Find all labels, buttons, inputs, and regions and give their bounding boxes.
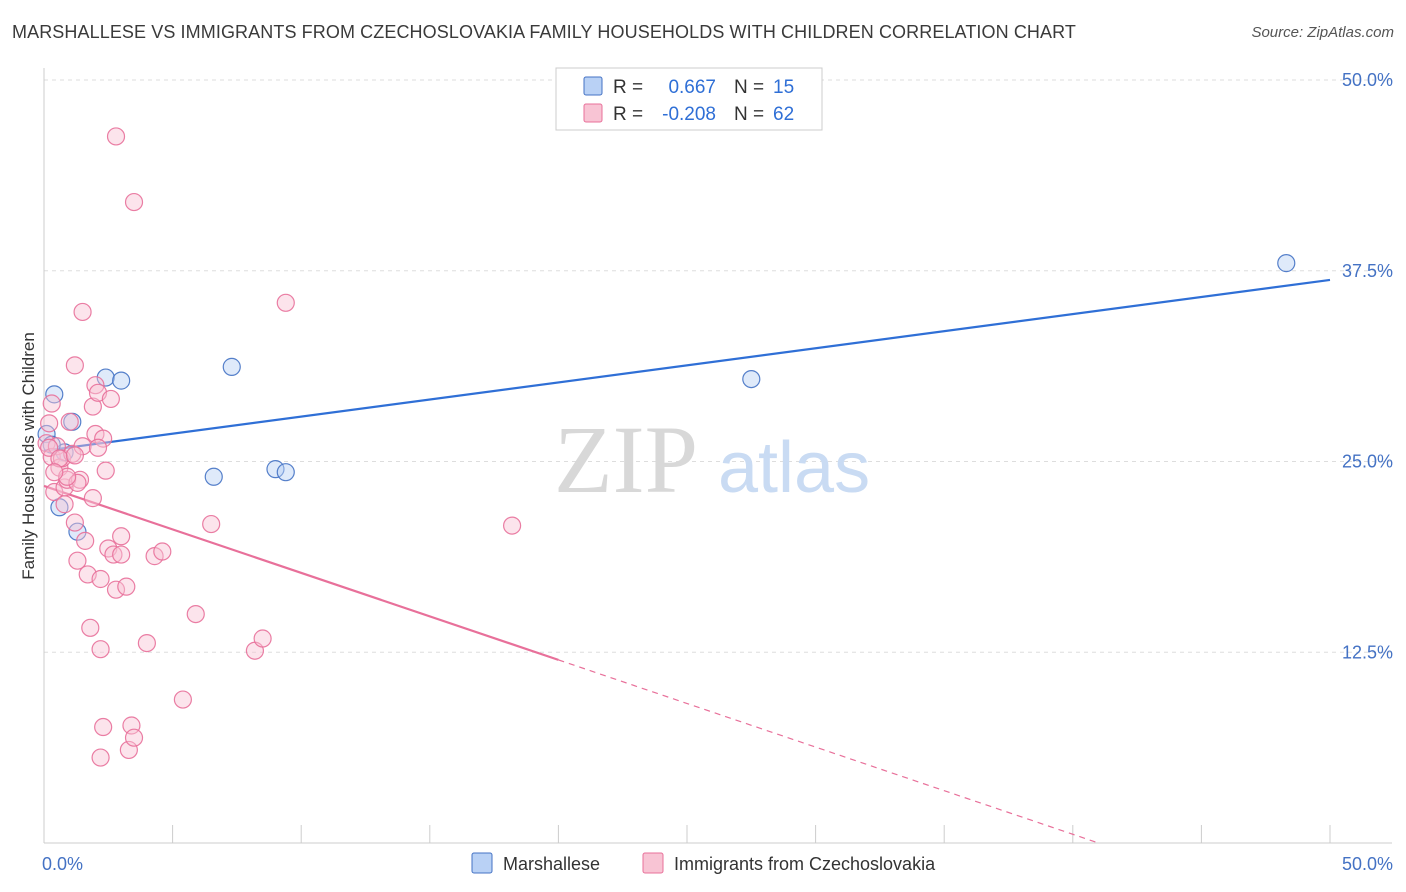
y-tick-label-1: 25.0%: [1342, 452, 1393, 472]
point-pink-45: [173, 690, 192, 709]
data-points: [37, 127, 1296, 767]
x-tick-label-0: 0.0%: [42, 854, 83, 874]
point-pink-58: [94, 717, 113, 737]
point-pink-15: [68, 551, 87, 570]
point-pink-55: [88, 438, 108, 457]
point-pink-29: [94, 429, 113, 448]
point-pink-59: [68, 473, 87, 492]
point-pink-4: [45, 482, 64, 502]
point-pink-21: [81, 618, 100, 637]
point-pink-13: [65, 356, 84, 375]
trend-line-czech-extension: [558, 659, 1099, 844]
point-blue-13: [1277, 254, 1296, 273]
point-pink-27: [91, 569, 110, 589]
legend-r-label-1: R =: [613, 77, 643, 98]
point-pink-22: [83, 489, 102, 508]
point-pink-32: [101, 389, 120, 409]
point-pink-54: [65, 446, 84, 465]
point-blue-0: [37, 424, 56, 444]
point-pink-11: [60, 412, 79, 431]
point-pink-46: [186, 604, 205, 624]
trend-lines: [43, 278, 1331, 844]
grid-lines: [44, 79, 1392, 653]
point-blue-6: [96, 368, 115, 387]
point-pink-57: [91, 748, 110, 767]
point-pink-37: [117, 577, 136, 596]
x-tick-labels: 0.0% 50.0%: [42, 854, 1393, 874]
legend-n-label-2: N =: [734, 104, 764, 125]
point-blue-9: [222, 357, 241, 376]
point-blue-11: [276, 463, 295, 482]
bottom-legend-czech: Immigrants from Czechoslovakia: [674, 854, 936, 874]
point-pink-14: [65, 513, 84, 532]
chart-title: MARSHALLESE VS IMMIGRANTS FROM CZECHOSLO…: [12, 22, 1077, 42]
legend-n-value-1: 15: [773, 77, 794, 98]
legend-n-value-2: 62: [773, 104, 794, 125]
point-blue-10: [266, 460, 285, 479]
point-pink-36: [112, 527, 131, 546]
watermark: ZIP atlas: [554, 406, 870, 513]
watermark-zip: ZIP: [554, 406, 698, 513]
point-pink-49: [253, 629, 272, 648]
legend-swatch-pink: [583, 103, 603, 123]
legend-r-value-2: -0.208: [662, 104, 716, 125]
series-legend: Marshallese Immigrants from Czechoslovak…: [471, 852, 936, 874]
point-pink-30: [96, 461, 115, 480]
trend-line-czech: [43, 484, 559, 661]
point-pink-61: [45, 463, 64, 482]
point-pink-53: [50, 449, 69, 468]
point-pink-44: [153, 542, 172, 561]
point-pink-34: [106, 580, 126, 599]
point-pink-28: [91, 640, 110, 659]
point-pink-42: [137, 633, 156, 653]
point-pink-51: [503, 516, 522, 535]
y-tick-labels: 12.5% 25.0% 37.5% 50.0%: [1342, 70, 1393, 662]
bottom-legend-marshallese: Marshallese: [503, 854, 600, 874]
bottom-legend-swatch-marshallese: [471, 852, 493, 874]
point-blue-12: [742, 369, 761, 389]
y-tick-label-0: 12.5%: [1342, 642, 1393, 662]
legend-r-value-1: 0.667: [668, 77, 716, 98]
bottom-legend-swatch-czech: [642, 852, 664, 874]
point-pink-56: [112, 545, 131, 564]
point-blue-8: [204, 467, 223, 486]
watermark-atlas: atlas: [718, 428, 870, 508]
legend-n-label-1: N =: [734, 77, 764, 98]
point-pink-8: [55, 495, 74, 514]
point-pink-33: [104, 545, 123, 564]
axes: [43, 68, 1392, 844]
point-pink-35: [106, 127, 126, 146]
legend-r-label-2: R =: [613, 104, 643, 125]
point-pink-50: [276, 293, 295, 312]
y-axis-label: Family Households with Children: [19, 332, 38, 580]
point-pink-17: [73, 302, 92, 322]
source-credit: Source: ZipAtlas.com: [1251, 24, 1394, 41]
y-tick-label-3: 50.0%: [1342, 70, 1393, 90]
point-pink-2: [42, 394, 61, 413]
y-tick-label-2: 37.5%: [1342, 261, 1393, 281]
correlation-legend: R = 0.667 N = 15 R = -0.208 N = 62: [555, 67, 823, 131]
point-pink-1: [40, 414, 59, 433]
x-tick-label-1: 50.0%: [1342, 854, 1393, 874]
point-pink-40: [124, 728, 144, 747]
point-pink-47: [202, 514, 221, 534]
point-pink-23: [83, 397, 102, 416]
point-pink-41: [124, 192, 144, 212]
point-blue-7: [112, 371, 131, 390]
point-pink-18: [73, 437, 92, 456]
legend-swatch-blue: [583, 76, 603, 96]
trend-line-marshallese: [43, 278, 1331, 452]
point-pink-19: [76, 531, 95, 550]
